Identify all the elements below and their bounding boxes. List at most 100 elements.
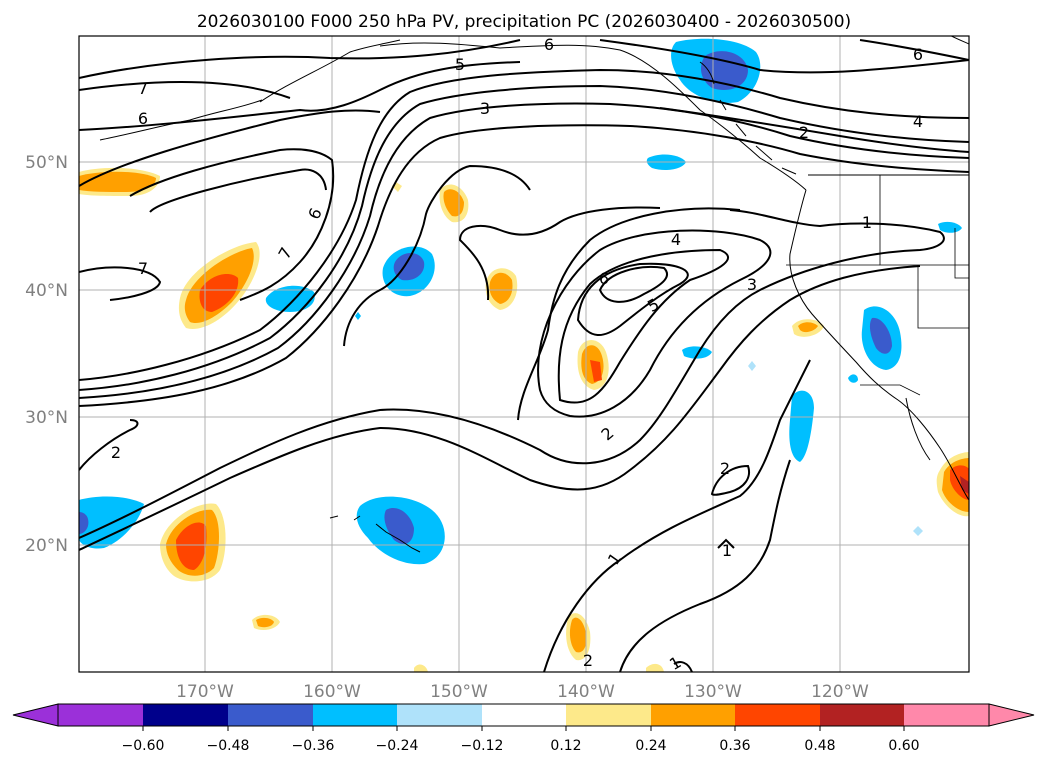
- contour-label: 5: [455, 55, 465, 74]
- colorbar-tick-label: −0.36: [292, 738, 335, 754]
- colorbar-tick-label: 0.60: [888, 738, 919, 754]
- pv-contour: [343, 164, 531, 347]
- colorbar-tick-label: −0.12: [461, 738, 504, 754]
- contour-label: 3: [747, 275, 757, 294]
- gulf-of-alaska-coast: [379, 42, 807, 191]
- pv-contour: [79, 124, 969, 407]
- colorbar-tick-label: 0.48: [804, 738, 835, 754]
- pv-contour: [129, 148, 335, 301]
- contour-label: 2: [720, 459, 730, 478]
- pv-contour: [619, 459, 791, 672]
- precip-positive-anomalies: [79, 167, 969, 672]
- precip-blob: [355, 312, 361, 320]
- us-mexico-border: [860, 384, 921, 396]
- colorbar-segment: [397, 704, 482, 726]
- pv-contour: [517, 207, 741, 421]
- figure-title: 2026030100 F000 250 hPa PV, precipitatio…: [197, 12, 851, 32]
- colorbar-segment: [651, 704, 735, 726]
- pv-contour: [557, 248, 729, 404]
- precip-blob: [265, 285, 315, 312]
- pv-contour: [79, 109, 381, 187]
- pv-contour: [859, 39, 969, 61]
- precip-blob: [798, 322, 818, 333]
- colorbar-frame: [57, 703, 990, 727]
- alaska-coast: [259, 39, 401, 103]
- contour-label: 1: [722, 541, 732, 560]
- contour-label: 4: [671, 230, 681, 249]
- precip-blob: [256, 617, 274, 628]
- coastal-islands: [699, 61, 797, 175]
- pv-contour: [149, 168, 327, 213]
- pv-contour: [79, 102, 969, 399]
- hawaiian-islands: [329, 515, 421, 553]
- colorbar-left-extension: [12, 703, 59, 727]
- longitude-labels: 170°W 160°W 150°W 140°W 130°W 120°W: [176, 682, 869, 702]
- pv-contour: [79, 68, 969, 381]
- west-coast-north-america: [789, 189, 969, 501]
- pv-contour: [659, 107, 969, 153]
- colorbar-tick-label: −0.60: [122, 738, 165, 754]
- lat-label: 40°N: [25, 281, 68, 301]
- colorbar-tick-label: 0.24: [635, 738, 666, 754]
- precip-blob: [79, 512, 89, 534]
- lat-label: 50°N: [25, 153, 68, 173]
- contour-label: 7: [138, 259, 148, 278]
- pv-contour: [79, 61, 521, 131]
- lon-label: 160°W: [303, 682, 361, 702]
- colorbar-segment: [820, 704, 904, 726]
- colorbar-segment: [735, 704, 820, 726]
- colorbar-segment: [228, 704, 313, 726]
- pv-contour: [79, 80, 291, 99]
- pv-contour: [79, 266, 162, 301]
- precip-blob: [789, 390, 814, 462]
- latitude-labels: 50°N 40°N 30°N 20°N: [25, 153, 68, 556]
- precip-blob: [938, 221, 962, 233]
- precip-blob: [748, 361, 756, 371]
- lat-label: 30°N: [25, 408, 68, 428]
- lon-label: 120°W: [811, 682, 869, 702]
- baja-california: [905, 397, 931, 461]
- colorbar-tickmarks: [142, 726, 905, 731]
- pv-contour: [543, 359, 811, 672]
- pv-contour: [576, 262, 689, 336]
- contour-label: 3: [480, 99, 490, 118]
- contour-label: 1: [862, 213, 872, 232]
- pv-contour: [710, 464, 750, 496]
- contour-label: 2: [111, 443, 121, 462]
- precip-blob: [393, 253, 425, 281]
- contour-label: 6: [599, 269, 609, 288]
- pv-contour: [673, 661, 693, 672]
- precip-blob: [682, 346, 712, 359]
- pv-contour: [79, 265, 921, 551]
- precip-blob: [960, 476, 969, 494]
- precip-blob: [569, 617, 587, 653]
- colorbar-tick-label: 0.36: [719, 738, 750, 754]
- precip-blob: [176, 522, 207, 570]
- precip-blob: [489, 272, 513, 304]
- colorbar-segment: [482, 704, 566, 726]
- precip-blob: [869, 317, 892, 354]
- lon-label: 170°W: [176, 682, 234, 702]
- contour-label: 2: [583, 651, 593, 670]
- contour-label: 6: [138, 109, 148, 128]
- contour-label: 4: [913, 112, 923, 131]
- coastlines: [99, 36, 969, 553]
- colorbar-segment: [313, 704, 397, 726]
- map-panel: 7 6 7 5 3 6 6 2 4 7 6 1 4 6 5 3 2 2 2 1: [78, 35, 970, 673]
- colorbar-segment: [58, 704, 143, 726]
- pv-contour: [599, 39, 969, 74]
- lat-label: 20°N: [25, 536, 68, 556]
- pv-contour: [79, 419, 139, 471]
- pv-contour: [458, 206, 661, 301]
- colorbar-tick-label: −0.24: [376, 738, 419, 754]
- colorbar-segment: [143, 704, 228, 726]
- north-coast: [950, 36, 969, 45]
- pv-contour: [717, 538, 735, 549]
- precip-blob: [199, 274, 239, 312]
- lon-label: 150°W: [430, 682, 488, 702]
- lon-label: 130°W: [684, 682, 742, 702]
- precip-blob: [590, 360, 602, 382]
- pv-contour: [79, 39, 521, 79]
- colorbar-segment: [904, 704, 989, 726]
